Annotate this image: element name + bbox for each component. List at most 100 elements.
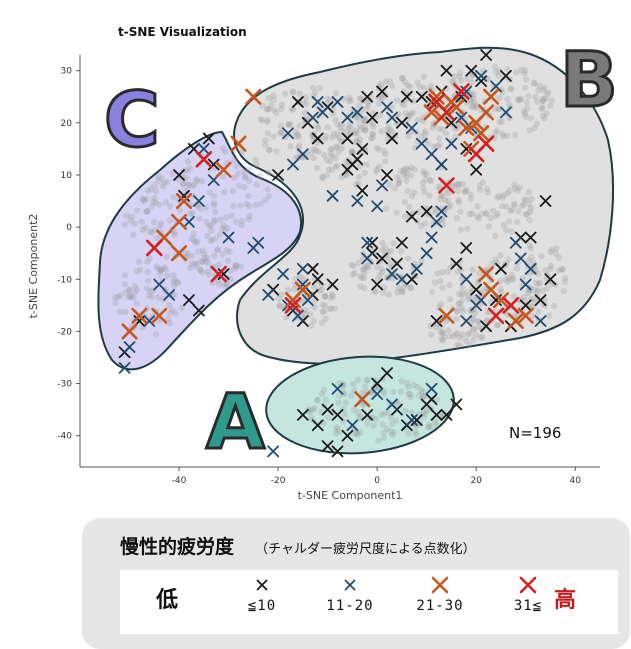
background-dot	[204, 254, 211, 262]
background-dot	[373, 168, 380, 176]
data-point	[215, 161, 232, 178]
background-dot	[350, 262, 357, 269]
background-dot	[155, 173, 162, 180]
background-dot	[295, 141, 303, 149]
background-dot	[517, 96, 524, 103]
background-dot	[312, 89, 319, 96]
background-dot	[138, 218, 145, 226]
background-dot	[332, 154, 340, 162]
background-dot	[335, 134, 342, 141]
background-dot	[215, 261, 223, 268]
background-dot	[432, 421, 440, 429]
data-point	[420, 247, 433, 260]
background-dot	[179, 180, 187, 188]
background-dot	[472, 297, 480, 304]
x-tick-label: 20	[470, 476, 482, 486]
data-point	[396, 273, 408, 286]
background-dot	[151, 181, 158, 189]
background-dot	[191, 237, 198, 245]
background-dot	[476, 270, 483, 277]
background-dot	[380, 429, 387, 437]
background-dot	[322, 292, 329, 300]
background-dot	[164, 272, 171, 280]
background-dot	[302, 94, 310, 101]
background-dot	[458, 304, 465, 311]
background-dot	[439, 330, 447, 337]
background-dot	[162, 266, 169, 273]
data-point	[272, 169, 284, 181]
background-dot	[270, 96, 277, 104]
background-dot	[401, 425, 409, 432]
data-point	[311, 419, 324, 432]
background-dot	[525, 189, 533, 196]
background-dot	[518, 66, 525, 74]
background-dot	[502, 276, 509, 283]
background-dot	[489, 207, 497, 214]
background-dot	[466, 341, 473, 349]
background-dot	[363, 105, 370, 112]
data-point	[475, 75, 488, 87]
data-point	[405, 122, 418, 134]
background-dot	[383, 127, 391, 134]
background-dot	[265, 105, 273, 113]
data-point	[306, 262, 319, 275]
background-dot	[351, 130, 359, 137]
background-dot	[320, 151, 328, 159]
background-dot	[470, 336, 477, 344]
data-point	[145, 239, 163, 257]
background-dot	[278, 101, 286, 108]
background-dot	[237, 202, 244, 209]
background-dot	[426, 423, 434, 431]
data-point	[361, 90, 374, 103]
background-dot	[385, 291, 392, 298]
background-dot	[264, 130, 272, 137]
chart-title: t-SNE Visualization	[118, 25, 247, 39]
data-point	[207, 158, 220, 171]
background-dot	[328, 166, 336, 174]
background-dot	[539, 287, 546, 294]
background-dot	[420, 73, 428, 80]
sample-size-annotation: N=196	[509, 424, 561, 442]
background-dot	[359, 389, 366, 397]
background-dot	[531, 124, 538, 132]
background-dot	[443, 85, 450, 92]
background-dot	[492, 256, 500, 263]
background-dot	[400, 166, 407, 174]
data-point	[435, 158, 448, 171]
background-dot	[402, 173, 410, 180]
background-dot	[188, 252, 195, 260]
background-dot	[535, 308, 542, 315]
background-dot	[419, 392, 427, 400]
background-dot	[143, 195, 150, 202]
data-point	[425, 382, 438, 395]
background-dot	[324, 414, 332, 421]
background-dot	[510, 293, 518, 301]
background-dot	[195, 248, 202, 255]
background-dot	[429, 124, 436, 132]
background-dot	[347, 130, 354, 137]
background-dot	[192, 239, 200, 247]
background-dot	[219, 172, 227, 180]
background-dot	[133, 267, 141, 275]
background-dot	[340, 390, 347, 397]
background-dot	[264, 105, 272, 113]
data-point	[410, 414, 423, 426]
background-dot	[334, 162, 341, 170]
background-dot	[327, 294, 335, 302]
background-dot	[219, 250, 227, 258]
background-dot	[227, 276, 234, 283]
background-dot	[469, 266, 476, 273]
data-point	[121, 323, 138, 340]
background-dot	[489, 260, 496, 267]
background-dot	[201, 254, 208, 262]
data-point	[381, 169, 393, 181]
background-dot	[437, 195, 444, 203]
background-dot	[283, 133, 290, 141]
background-dot	[462, 337, 470, 344]
background-dot	[146, 228, 154, 235]
background-dot	[398, 167, 405, 175]
background-dot	[504, 189, 511, 197]
background-dot	[505, 218, 513, 225]
background-dot	[419, 179, 427, 187]
